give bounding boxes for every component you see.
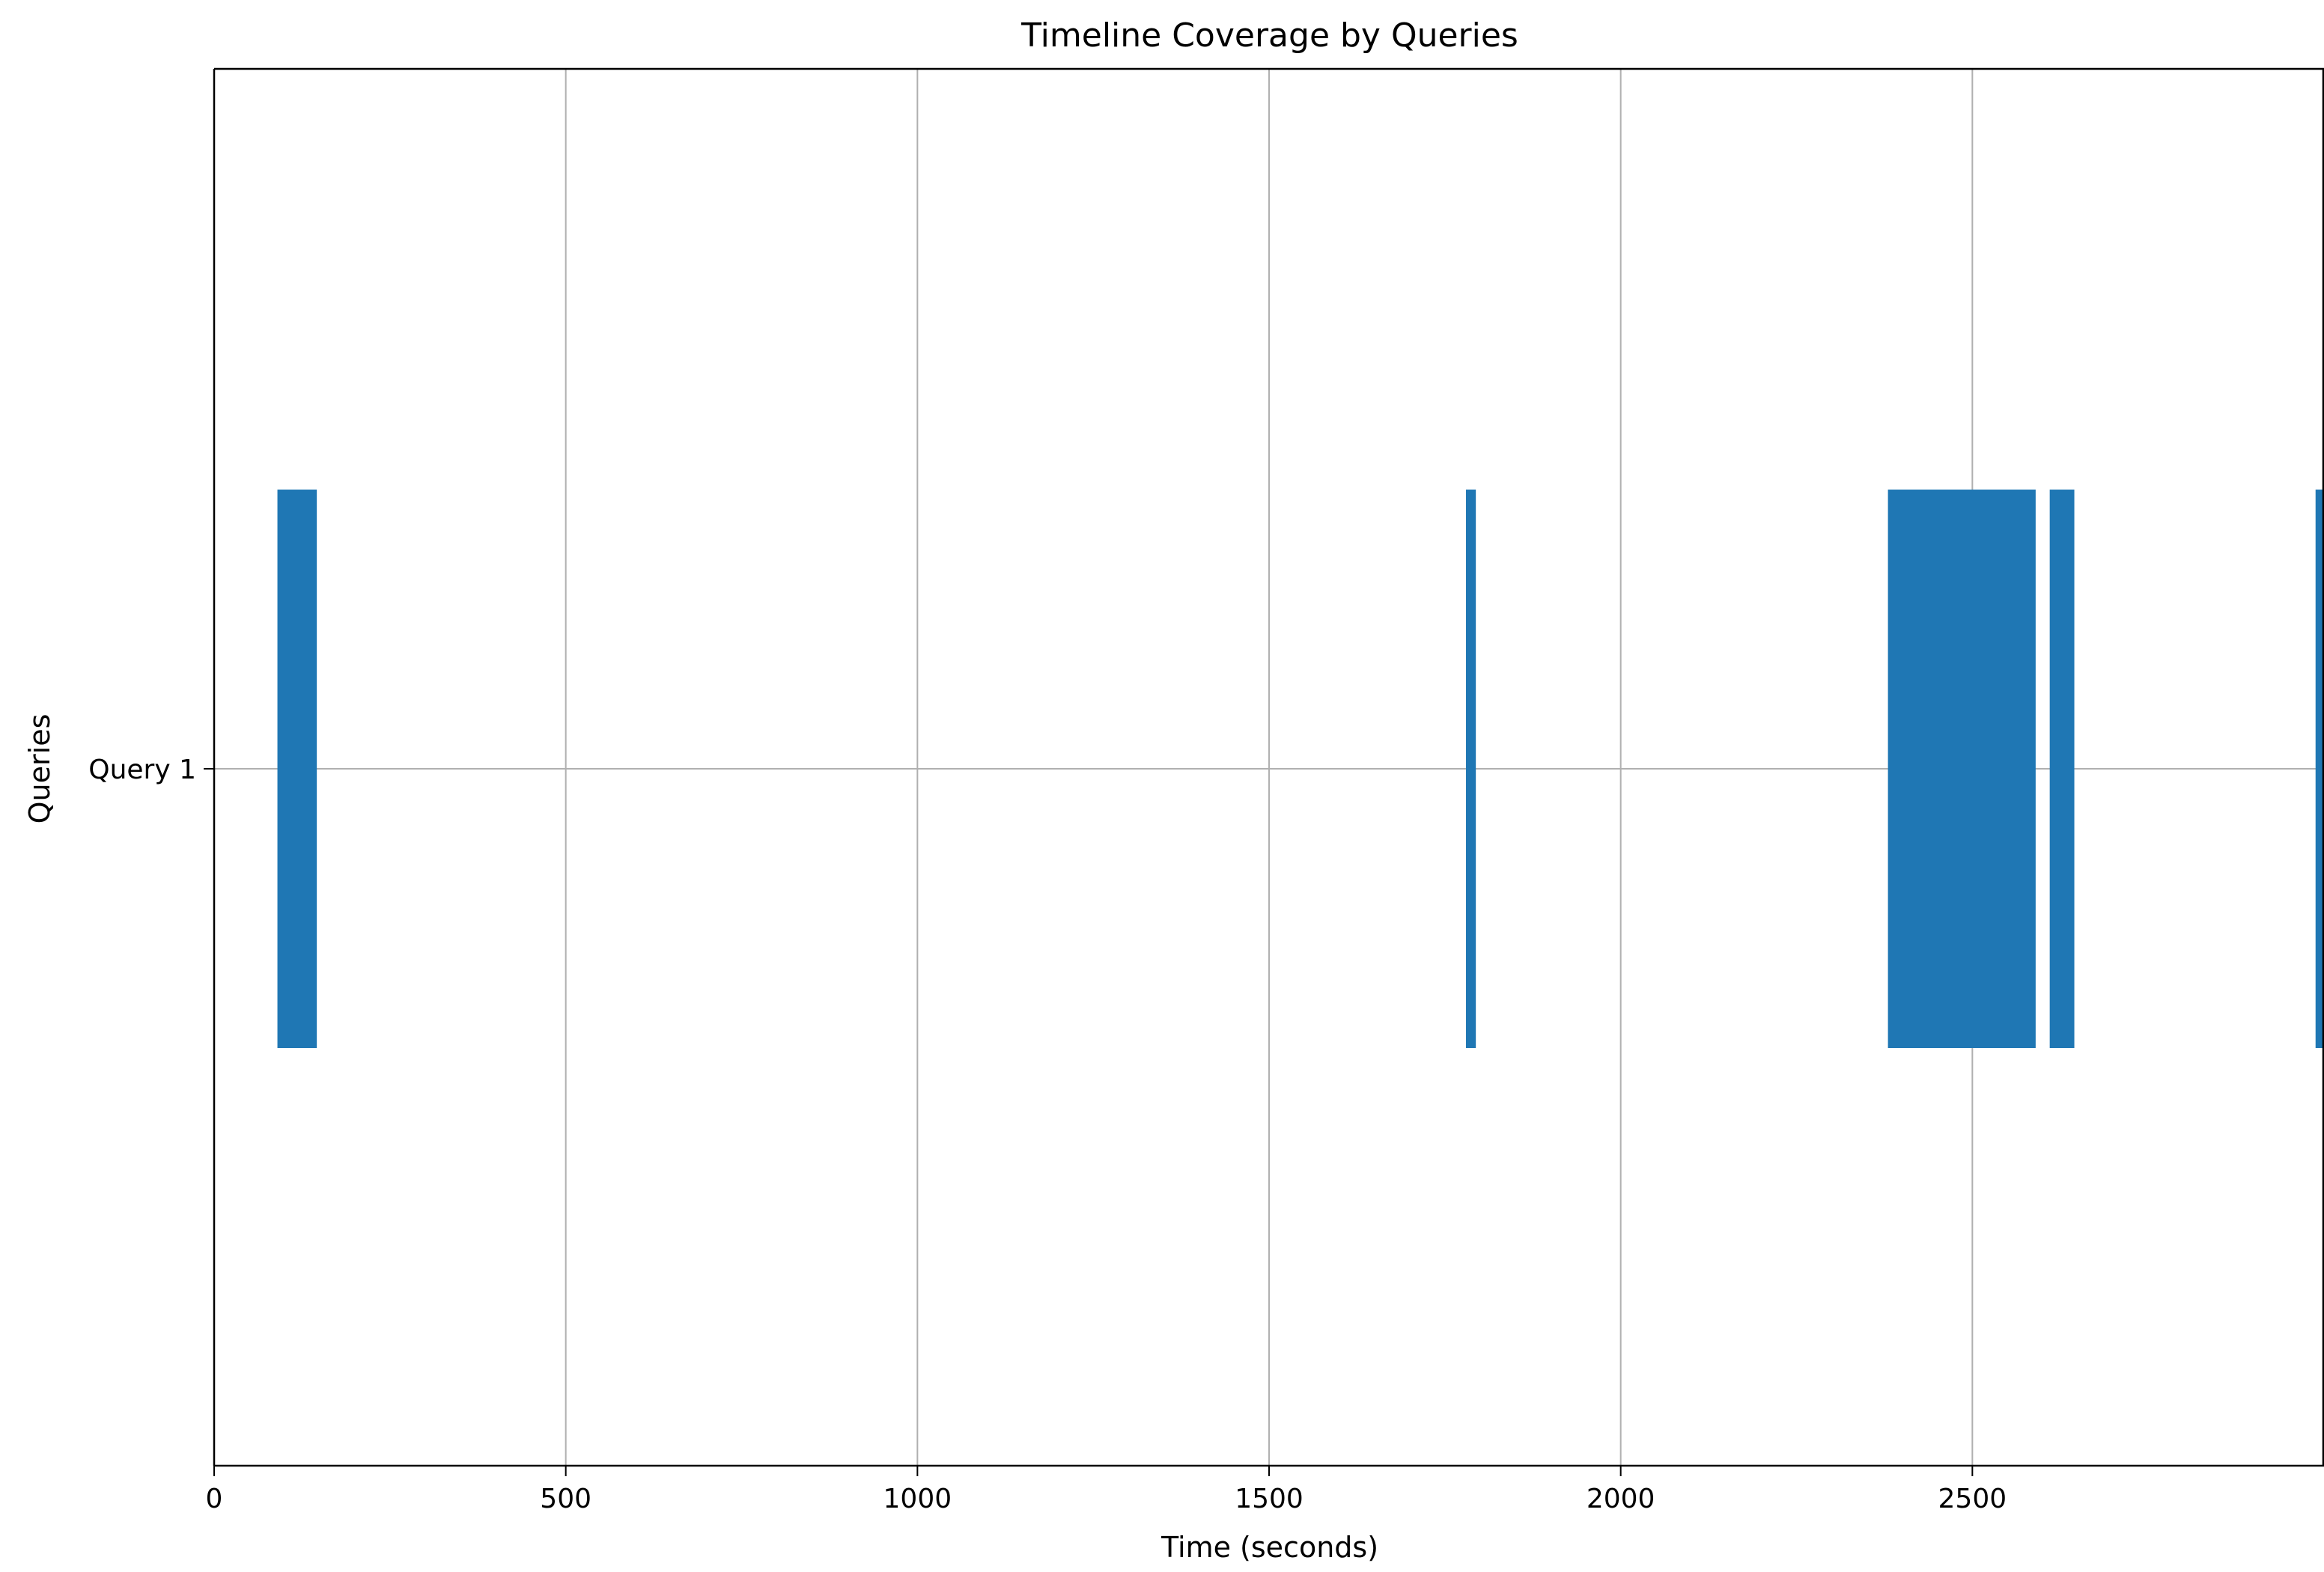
y-tick-label: Query 1	[88, 755, 196, 785]
y-axis-label: Queries	[23, 714, 56, 824]
coverage-bar	[2315, 490, 2324, 1048]
x-tick-label: 2500	[1938, 1484, 2007, 1514]
x-tick-label: 500	[540, 1484, 591, 1514]
x-tick-label: 0	[206, 1484, 223, 1514]
axes	[204, 67, 2324, 1476]
x-tick-label: 2000	[1587, 1484, 1655, 1514]
coverage-bars	[277, 490, 2324, 1048]
coverage-bar	[1888, 490, 2036, 1048]
x-tick-label: 1000	[883, 1484, 952, 1514]
chart-title: Timeline Coverage by Queries	[1020, 16, 1518, 55]
x-tick-label: 1500	[1235, 1484, 1304, 1514]
tick-labels: 0 500 1000 1500 2000 2500 Query 1	[88, 755, 2007, 1514]
coverage-bar	[1466, 490, 1476, 1048]
coverage-bar	[277, 490, 317, 1048]
x-axis-label: Time (seconds)	[1161, 1531, 1378, 1564]
coverage-bar	[2049, 490, 2075, 1048]
